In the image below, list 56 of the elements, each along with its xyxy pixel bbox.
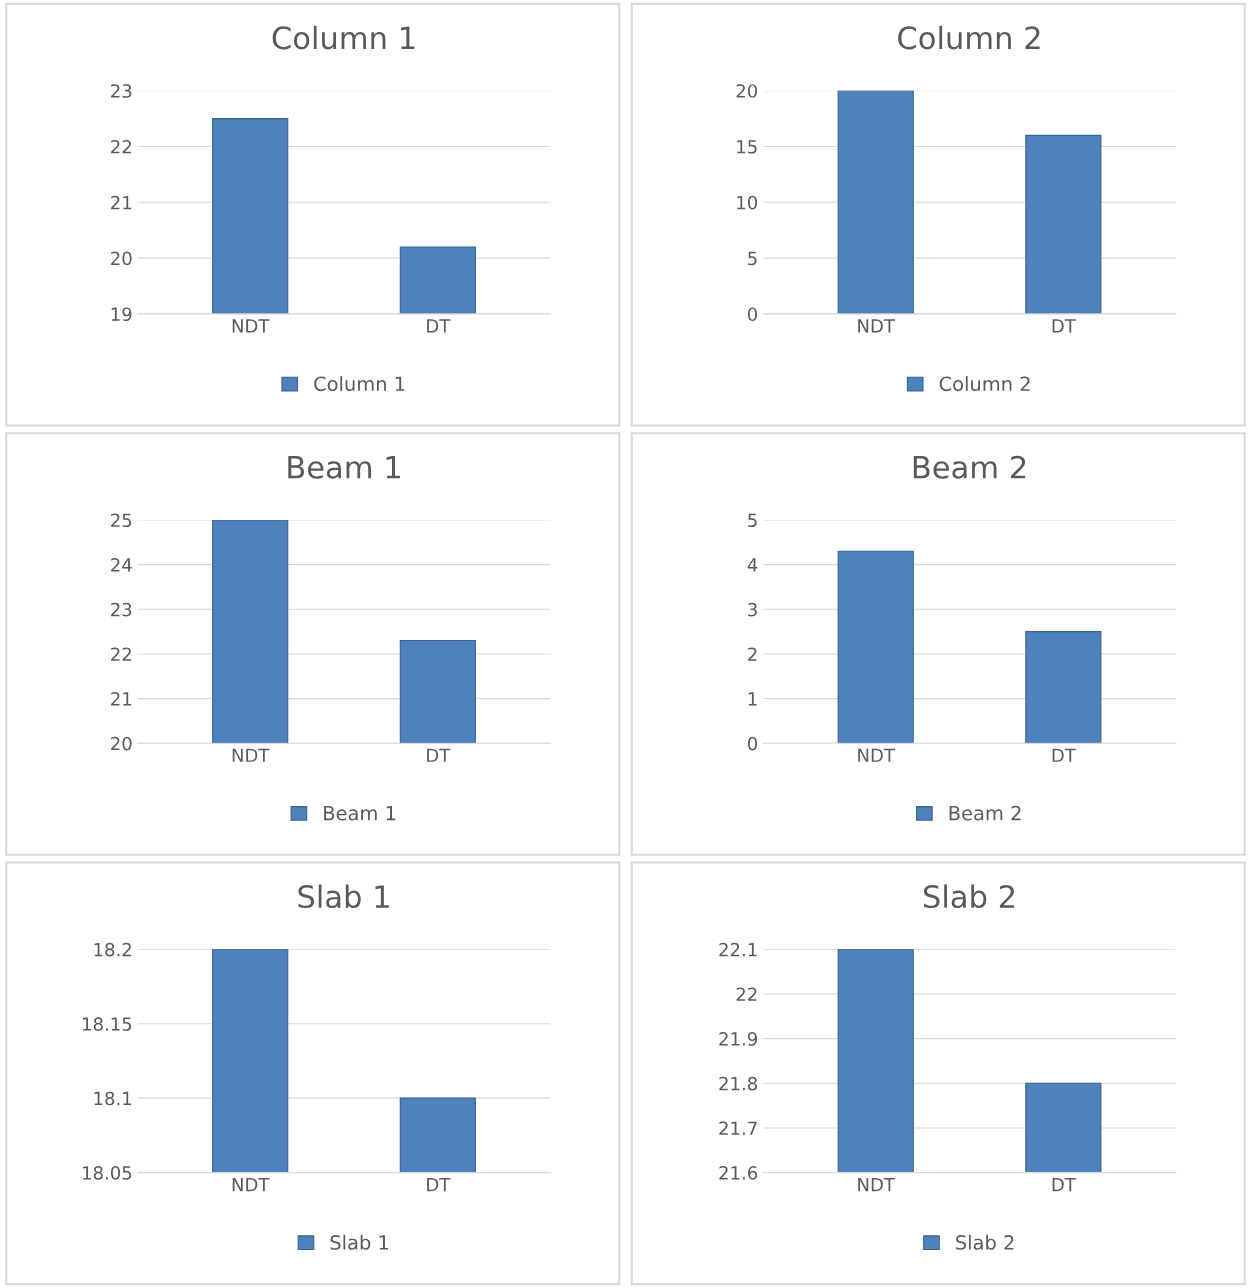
y-tick-label: 22 xyxy=(111,647,131,661)
x-tick-label: NDT xyxy=(858,319,895,333)
y-tick-label: 0 xyxy=(747,307,758,322)
chart-title: Beam 1 xyxy=(288,456,400,479)
y-tick-label: 15 xyxy=(737,140,757,154)
y-tick-label: 20 xyxy=(111,736,132,751)
y-tick-label: 21.9 xyxy=(719,1032,757,1046)
y-tick-label: 21.8 xyxy=(719,1076,758,1091)
chart-title: Slab 2 xyxy=(923,884,1015,909)
chart-title: Slab 1 xyxy=(298,884,389,909)
chart-title: Beam 2 xyxy=(913,455,1026,479)
x-tick-label: NDT xyxy=(232,748,270,762)
x-tick-label: DT xyxy=(1052,1178,1076,1192)
y-tick-label: 21 xyxy=(111,692,132,706)
y-tick-label: 5 xyxy=(748,251,757,266)
x-tick-label: NDT xyxy=(858,1178,895,1192)
y-tick-label: 19 xyxy=(111,307,132,322)
x-tick-label: DT xyxy=(427,748,451,762)
y-tick-label: 23 xyxy=(111,602,132,617)
x-tick-label: DT xyxy=(427,1178,451,1192)
y-tick-label: 18.05 xyxy=(83,1166,132,1180)
y-tick-label: 21.6 xyxy=(719,1166,758,1180)
x-tick-label: DT xyxy=(1052,319,1076,333)
y-tick-label: 20 xyxy=(736,84,758,98)
y-tick-label: 25 xyxy=(111,513,132,528)
y-tick-label: 20 xyxy=(111,251,132,266)
y-tick-label: 5 xyxy=(748,513,757,528)
legend-label: Column 2 xyxy=(939,376,1030,392)
y-tick-label: 18.15 xyxy=(83,1017,132,1031)
legend-label: Slab 2 xyxy=(956,1234,1014,1250)
y-tick-label: 22 xyxy=(111,139,131,154)
x-tick-label: NDT xyxy=(232,1178,270,1192)
legend-label: Beam 2 xyxy=(949,805,1021,821)
y-tick-label: 24 xyxy=(111,558,132,572)
y-tick-label: 18.1 xyxy=(94,1091,132,1106)
y-tick-label: 23 xyxy=(111,84,132,98)
legend-label: Slab 1 xyxy=(330,1234,389,1250)
y-tick-label: 1 xyxy=(748,692,757,706)
y-tick-label: 18.2 xyxy=(94,942,131,957)
legend-label: Beam 1 xyxy=(324,806,396,821)
x-tick-label: NDT xyxy=(232,319,270,333)
chart-title: Column 1 xyxy=(272,25,415,50)
y-tick-label: 4 xyxy=(747,558,758,572)
x-tick-label: NDT xyxy=(858,748,895,762)
x-tick-label: DT xyxy=(1052,748,1076,762)
y-tick-label: 21.7 xyxy=(719,1121,757,1135)
chart-title: Column 2 xyxy=(898,25,1040,50)
y-tick-label: 21 xyxy=(111,195,132,210)
y-tick-label: 0 xyxy=(747,736,758,751)
y-tick-label: 10 xyxy=(737,195,758,210)
y-tick-label: 22 xyxy=(736,987,757,1001)
y-tick-label: 22.1 xyxy=(719,942,757,957)
x-tick-label: DT xyxy=(427,319,451,333)
y-tick-label: 2 xyxy=(748,647,757,661)
legend-label: Column 1 xyxy=(314,376,405,392)
y-tick-label: 3 xyxy=(748,602,757,617)
